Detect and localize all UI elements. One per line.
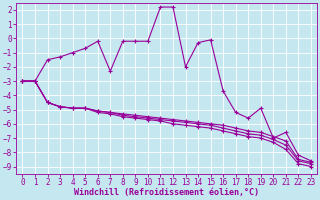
X-axis label: Windchill (Refroidissement éolien,°C): Windchill (Refroidissement éolien,°C) (74, 188, 259, 197)
